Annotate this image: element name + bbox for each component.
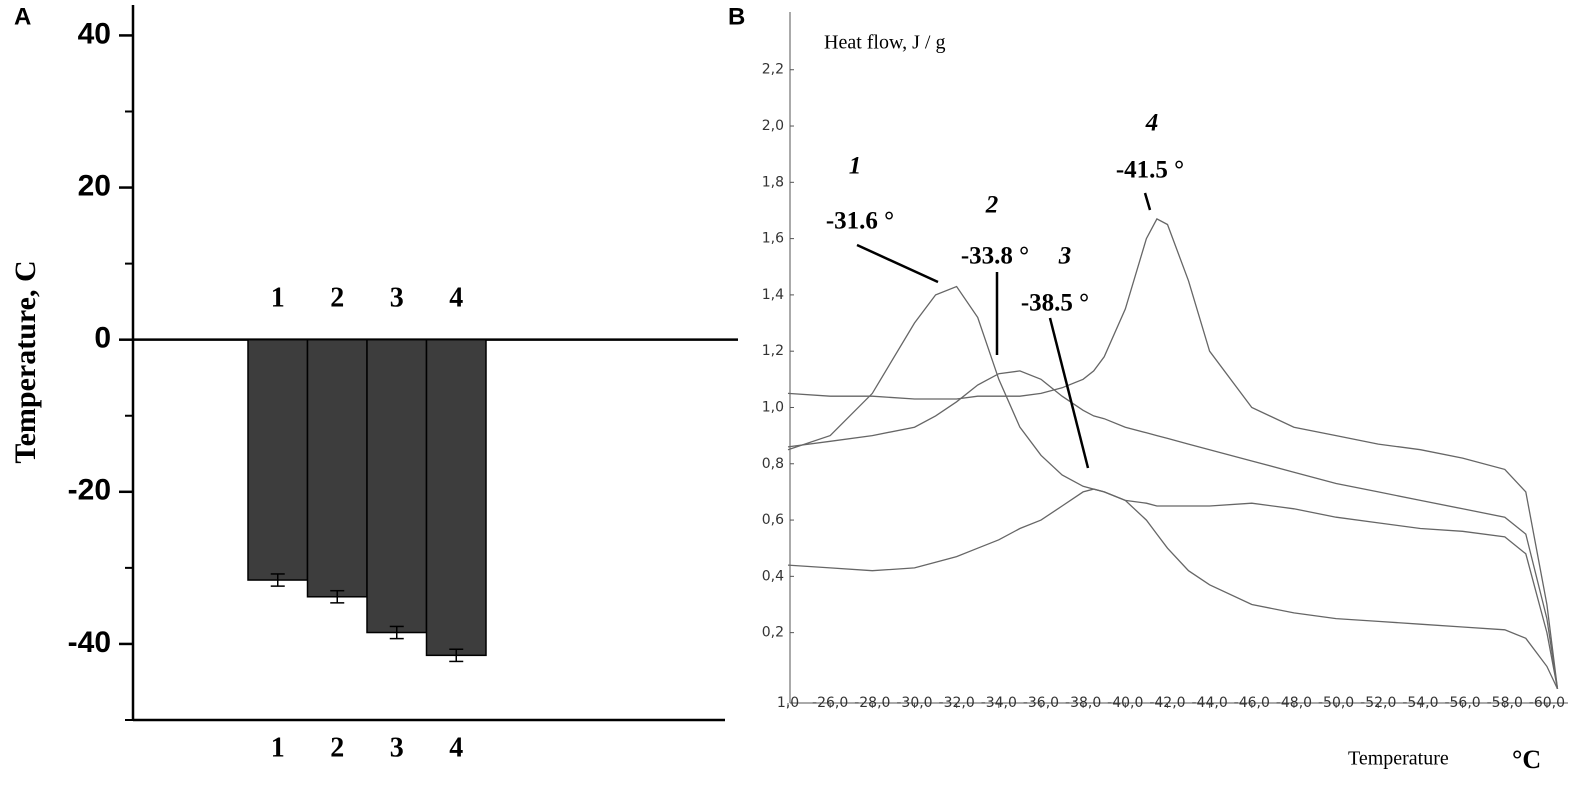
x-tick-label: -32,0 bbox=[939, 695, 975, 711]
annotation-line bbox=[1143, 192, 1152, 211]
panel-label: A bbox=[14, 3, 31, 30]
y-tick-label: 1,8 bbox=[762, 174, 784, 190]
y-tick-label: -20 bbox=[68, 474, 111, 507]
category-label: 2 bbox=[330, 282, 344, 313]
y-axis-label: Temperature, C bbox=[9, 260, 42, 463]
annotation-text: -31.6 ° bbox=[826, 208, 894, 235]
y-tick-label: 0 bbox=[94, 322, 111, 355]
y-tick-label: 40 bbox=[78, 17, 111, 50]
bar bbox=[247, 338, 309, 581]
x-tick-label: -54,0 bbox=[1402, 695, 1438, 711]
y-tick-label: 1,4 bbox=[762, 287, 784, 303]
x-tick-label: 4 bbox=[449, 732, 463, 763]
y-tick-label: 1,2 bbox=[762, 343, 784, 359]
x-tick-label: 1,0 bbox=[777, 695, 799, 711]
annotation-line bbox=[856, 243, 939, 284]
x-tick-label: -28,0 bbox=[854, 695, 890, 711]
x-axis-unit: °C bbox=[1512, 745, 1541, 774]
curve bbox=[787, 218, 1559, 689]
x-tick-label: -38,0 bbox=[1065, 695, 1101, 711]
annotation-label: 3 bbox=[1058, 243, 1072, 270]
x-tick-label: -34,0 bbox=[981, 695, 1017, 711]
annotation-text: -38.5 ° bbox=[1021, 290, 1089, 317]
y-tick-label: 2,0 bbox=[762, 118, 784, 134]
x-tick-label: -48,0 bbox=[1276, 695, 1312, 711]
x-tick-label: -56,0 bbox=[1444, 695, 1480, 711]
y-axis-label: Heat flow, J / g bbox=[824, 32, 945, 54]
annotation-label: 2 bbox=[985, 192, 999, 219]
y-tick-label: 0,6 bbox=[762, 512, 784, 528]
annotation-text: -33.8 ° bbox=[961, 243, 1029, 270]
x-tick-label: -36,0 bbox=[1023, 695, 1059, 711]
curve bbox=[787, 488, 1559, 690]
x-tick-label: -44,0 bbox=[1192, 695, 1228, 711]
panel-label: B bbox=[728, 3, 745, 30]
x-tick-label: -30,0 bbox=[896, 695, 932, 711]
y-tick-label: -40 bbox=[68, 626, 111, 659]
curve bbox=[787, 285, 1559, 690]
x-tick-label: -40,0 bbox=[1107, 695, 1143, 711]
y-tick-label: 20 bbox=[78, 169, 111, 202]
x-axis-label: Temperature bbox=[1348, 748, 1449, 770]
y-tick-label: 1,6 bbox=[762, 231, 784, 247]
x-tick-label: -50,0 bbox=[1318, 695, 1354, 711]
annotation-label: 1 bbox=[849, 153, 862, 180]
annotation-text: -41.5 ° bbox=[1116, 157, 1184, 184]
x-tick-label: -26,0 bbox=[812, 695, 848, 711]
x-tick-label: -58,0 bbox=[1487, 695, 1523, 711]
x-tick-label: -42,0 bbox=[1149, 695, 1185, 711]
y-tick-label: 0,2 bbox=[762, 625, 784, 641]
bar bbox=[425, 338, 487, 657]
y-tick-label: 1,0 bbox=[762, 399, 784, 415]
x-tick-label: 2 bbox=[330, 732, 344, 763]
y-tick-label: 0,4 bbox=[762, 568, 784, 584]
x-tick-label: -52,0 bbox=[1360, 695, 1396, 711]
annotation-label: 4 bbox=[1145, 110, 1159, 137]
category-label: 3 bbox=[390, 282, 404, 313]
x-tick-label: -46,0 bbox=[1234, 695, 1270, 711]
category-label: 4 bbox=[449, 282, 463, 313]
bar bbox=[366, 338, 428, 634]
curve bbox=[787, 370, 1559, 689]
y-tick-label: 0,8 bbox=[762, 456, 784, 472]
x-tick-label: -60,0 bbox=[1529, 695, 1565, 711]
x-tick-label: 1 bbox=[271, 732, 285, 763]
y-tick-label: 2,2 bbox=[762, 62, 784, 78]
bar bbox=[306, 338, 368, 598]
category-label: 1 bbox=[271, 282, 285, 313]
annotation-line bbox=[1048, 317, 1090, 469]
x-tick-label: 3 bbox=[390, 732, 404, 763]
